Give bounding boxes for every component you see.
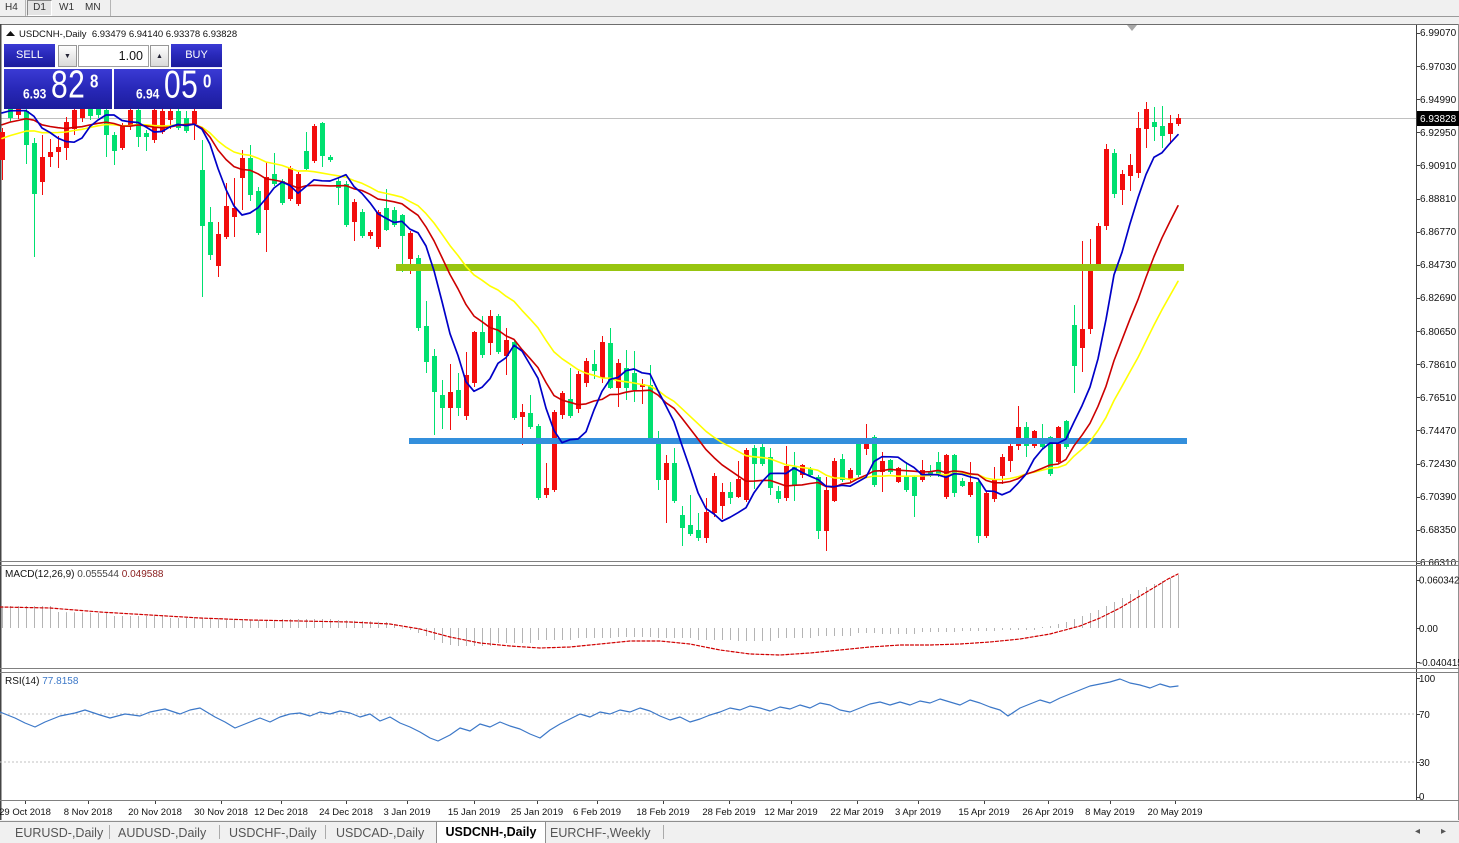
svg-text:6.74470: 6.74470 <box>1420 426 1457 437</box>
svg-text:6.76510: 6.76510 <box>1420 393 1457 404</box>
svg-text:15 Jan 2019: 15 Jan 2019 <box>448 807 500 818</box>
svg-text:-0.040415: -0.040415 <box>1419 658 1459 669</box>
svg-text:0.060342: 0.060342 <box>1419 576 1459 587</box>
svg-text:15 Apr 2019: 15 Apr 2019 <box>958 807 1009 818</box>
svg-text:6.82690: 6.82690 <box>1420 293 1457 304</box>
svg-text:30: 30 <box>1419 758 1430 769</box>
svg-text:6.70390: 6.70390 <box>1420 492 1457 503</box>
svg-text:29 Oct 2018: 29 Oct 2018 <box>0 807 51 818</box>
svg-text:MACD(12,26,9) 0.055544 0.04958: MACD(12,26,9) 0.055544 0.049588 <box>5 569 164 580</box>
svg-text:6.80650: 6.80650 <box>1420 327 1457 338</box>
svg-text:100: 100 <box>1419 674 1436 685</box>
svg-text:26 Apr 2019: 26 Apr 2019 <box>1022 807 1073 818</box>
svg-text:6.84730: 6.84730 <box>1420 260 1457 271</box>
svg-text:6.66310: 6.66310 <box>1420 558 1457 569</box>
svg-text:12 Dec 2018: 12 Dec 2018 <box>254 807 308 818</box>
svg-text:25 Jan 2019: 25 Jan 2019 <box>511 807 563 818</box>
svg-text:22 Mar 2019: 22 Mar 2019 <box>830 807 883 818</box>
svg-text:6 Feb 2019: 6 Feb 2019 <box>573 807 621 818</box>
svg-text:USDCNH-,Daily 6.93479 6.94140: USDCNH-,Daily 6.93479 6.94140 6.93378 6.… <box>19 29 237 40</box>
svg-text:28 Feb 2019: 28 Feb 2019 <box>702 807 755 818</box>
svg-text:70: 70 <box>1419 710 1430 721</box>
svg-text:0: 0 <box>1419 792 1425 803</box>
svg-text:6.94990: 6.94990 <box>1420 95 1457 106</box>
svg-text:3 Jan 2019: 3 Jan 2019 <box>383 807 430 818</box>
svg-text:6.68350: 6.68350 <box>1420 525 1457 536</box>
svg-text:RSI(14) 77.8158: RSI(14) 77.8158 <box>5 676 79 687</box>
svg-text:0.00: 0.00 <box>1419 624 1438 635</box>
svg-text:6.90910: 6.90910 <box>1420 161 1457 172</box>
svg-text:6.97030: 6.97030 <box>1420 62 1457 73</box>
svg-text:3 Apr 2019: 3 Apr 2019 <box>895 807 941 818</box>
svg-text:6.72430: 6.72430 <box>1420 459 1457 470</box>
svg-text:18 Feb 2019: 18 Feb 2019 <box>636 807 689 818</box>
svg-text:30 Nov 2018: 30 Nov 2018 <box>194 807 248 818</box>
svg-text:8 May 2019: 8 May 2019 <box>1085 807 1135 818</box>
svg-text:6.86770: 6.86770 <box>1420 227 1457 238</box>
svg-text:6.88810: 6.88810 <box>1420 194 1457 205</box>
svg-text:20 Nov 2018: 20 Nov 2018 <box>128 807 182 818</box>
svg-text:12 Mar 2019: 12 Mar 2019 <box>764 807 817 818</box>
svg-text:8 Nov 2018: 8 Nov 2018 <box>64 807 113 818</box>
svg-text:6.93828: 6.93828 <box>1420 114 1457 125</box>
svg-text:6.92950: 6.92950 <box>1420 128 1457 139</box>
svg-text:24 Dec 2018: 24 Dec 2018 <box>319 807 373 818</box>
svg-text:20 May 2019: 20 May 2019 <box>1148 807 1203 818</box>
svg-text:6.78610: 6.78610 <box>1420 360 1457 371</box>
svg-text:6.99070: 6.99070 <box>1420 28 1457 39</box>
